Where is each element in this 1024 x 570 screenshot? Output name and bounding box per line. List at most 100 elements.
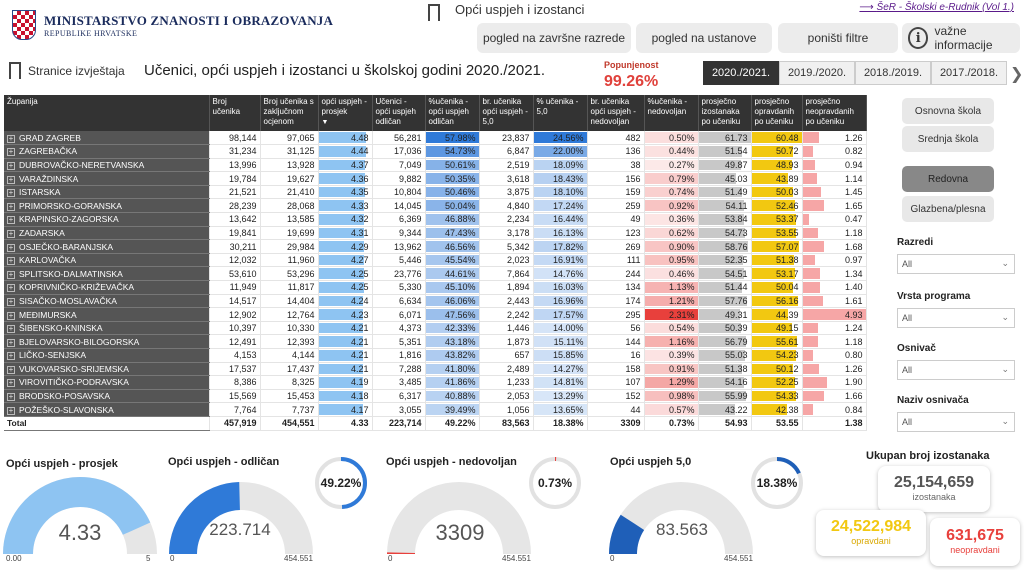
cell-value: 4.93 (844, 309, 863, 320)
cell-value: 15.11% (553, 336, 584, 347)
table-row[interactable]: + VIROVITIČKO-PODRAVSKA 8,386 8,325 4.19 3,48… (4, 375, 867, 390)
table-row[interactable]: + MEĐIMURSKA 12,902 12,764 4.23 6,071 47.56% 2,… (4, 307, 867, 322)
table-row[interactable]: + ŠIBENSKO-KNINSKA 10,397 10,330 4.21 4,373 42… (4, 321, 867, 336)
institutions-view-button[interactable]: pogled na ustanove (636, 23, 772, 53)
table-row[interactable]: + VARAŽDINSKA 19,784 19,627 4.36 9,882 50.35% 3… (4, 171, 867, 186)
cell-value: 4.17 (350, 404, 369, 415)
expand-row-icon[interactable]: + (7, 215, 15, 225)
table-row[interactable]: + BJELOVARSKO-BILOGORSKA 12,491 12,393 4.21 5… (4, 334, 867, 349)
col-insufficient-header[interactable]: br. učenika opći uspjeh - nedovoljan (587, 95, 645, 131)
year-tab-2017-2018[interactable]: 2017./2018. (931, 61, 1007, 85)
expand-row-icon[interactable]: + (7, 283, 15, 293)
important-info-label: važne informacije (934, 24, 993, 52)
chevron-right-icon[interactable]: ❯ (1010, 66, 1024, 83)
report-pages-icon[interactable] (9, 62, 21, 81)
expand-row-icon[interactable]: + (7, 337, 15, 347)
table-row[interactable]: + ZADARSKA 19,841 19,699 4.31 9,344 47.43% 3,17… (4, 226, 867, 241)
col-five-pct-cell: 15.85% (533, 348, 588, 363)
reset-filters-button[interactable]: poništi filtre (778, 23, 898, 53)
table-row[interactable]: + OSJEČKO-BARANJSKA 30,211 29,984 4.29 13,962… (4, 239, 867, 254)
col-five-header[interactable]: br. učenika opći uspjeh - 5,0 (479, 95, 534, 131)
data-bar (318, 254, 364, 266)
expand-row-icon[interactable]: + (7, 147, 15, 157)
data-bar (318, 214, 365, 225)
col-five-pct-header[interactable]: % učenika - 5,0 (533, 95, 588, 131)
expand-row-icon[interactable]: + (7, 133, 15, 143)
col-county-cell: + GRAD ZAGREB (4, 131, 210, 146)
report-pages-link[interactable]: Stranice izvještaja (28, 64, 125, 78)
col-graded-header[interactable]: Broj učenika s zaključnom ocjenom (260, 95, 319, 131)
col-insufficient-pct-cell: 0.74% (644, 185, 699, 200)
col-unexcused-header[interactable]: prosječno neopravdanih po učeniku (802, 95, 867, 131)
col-excellent-pct-header[interactable]: %učenika - opći uspjeh odličan (425, 95, 480, 131)
secondary-school-button[interactable]: Srednja škola (902, 126, 994, 152)
expand-row-icon[interactable]: + (7, 269, 15, 279)
program-type-filter-select[interactable]: All ⌄ (897, 308, 1015, 328)
expand-row-icon[interactable]: + (7, 228, 15, 238)
year-tab-2019-2020[interactable]: 2019./2020. (779, 61, 855, 85)
table-row[interactable]: + POŽEŠKO-SLAVONSKA 7,764 7,737 4.17 3,055 39.… (4, 402, 867, 417)
expand-row-icon[interactable]: + (7, 310, 15, 320)
expand-row-icon[interactable]: + (7, 378, 15, 388)
table-row[interactable]: + PRIMORSKO-GORANSKA 28,239 28,068 4.33 14,04… (4, 198, 867, 214)
cell-value: 54.73 (724, 227, 748, 238)
county-name: KARLOVAČKA (19, 255, 77, 266)
col-insufficient-cell: 156 (587, 171, 645, 186)
table-row[interactable]: + ZAGREBAČKA 31,234 31,125 4.44 17,036 54.73% 6… (4, 144, 867, 159)
expand-row-icon[interactable]: + (7, 405, 15, 415)
table-row[interactable]: + LIČKO-SENJSKA 4,153 4,144 4.21 1,816 43.82% 6… (4, 348, 867, 363)
final-grades-view-button[interactable]: pogled na završne razrede (477, 23, 631, 53)
expand-row-icon[interactable]: + (7, 174, 15, 184)
data-bar (318, 336, 364, 347)
regular-program-button[interactable]: Redovna (902, 166, 994, 192)
col-excused-cell: 50.04 (751, 280, 803, 295)
expand-row-icon[interactable]: + (7, 256, 15, 266)
table-row[interactable]: + BRODSKO-POSAVSKA 15,569 15,453 4.18 6,317 40… (4, 389, 867, 404)
col-students-cell: 457,919 (209, 415, 261, 431)
grades-filter-select[interactable]: All ⌄ (897, 254, 1015, 274)
expand-row-icon[interactable]: + (7, 160, 15, 170)
data-bar (802, 146, 813, 157)
expand-row-icon[interactable]: + (7, 296, 15, 306)
expand-row-icon[interactable]: + (7, 242, 15, 252)
col-five-cell: 2,489 (479, 362, 534, 377)
primary-school-button[interactable]: Osnovna škola (902, 98, 994, 124)
table-row[interactable]: + KOPRIVNIČKO-KRIŽEVAČKA 11,949 11,817 4.25 5… (4, 280, 867, 295)
ministry-name: MINISTARSTVO ZNANOSTI I OBRAZOVANJA (44, 12, 334, 28)
gauge-insufficient-track (387, 482, 531, 555)
table-row[interactable]: + GRAD ZAGREB 98,144 97,065 4.48 56,281 57.98%… (4, 131, 867, 146)
expand-row-icon[interactable]: + (7, 188, 15, 198)
table-row[interactable]: + VUKOVARSKO-SRIJEMSKA 17,537 17,437 4.21 7,2… (4, 362, 867, 377)
col-insufficient-pct-header[interactable]: %učenika - nedovoljan (644, 95, 699, 131)
external-link[interactable]: ⟶ ŠeR - Školski e-Rudnik (Vol 1.) (859, 2, 1014, 13)
col-students-cell: 15,569 (209, 389, 261, 404)
year-tab-2018-2019[interactable]: 2018./2019. (855, 61, 931, 85)
table-row[interactable]: + ISTARSKA 21,521 21,410 4.35 10,804 50.46% 3,8… (4, 185, 867, 200)
expand-row-icon[interactable]: + (7, 324, 15, 334)
founder-filter-select[interactable]: All ⌄ (897, 360, 1015, 380)
col-excused-header[interactable]: prosječno opravdanih po učeniku (751, 95, 803, 131)
important-info-button[interactable]: i važne informacije (902, 23, 1020, 53)
music-dance-program-button[interactable]: Glazbena/plesna (902, 196, 994, 222)
expand-row-icon[interactable]: + (7, 201, 15, 211)
col-average-header[interactable]: opći uspjeh - prosjek ▼ (318, 95, 373, 131)
col-students-header[interactable]: Broj učenika (209, 95, 261, 131)
expand-row-icon[interactable]: + (7, 392, 15, 402)
table-row[interactable]: + SISAČKO-MOSLAVAČKA 14,517 14,404 4.24 6,634… (4, 294, 867, 309)
col-county-header[interactable]: Županija (4, 95, 210, 131)
expand-row-icon[interactable]: + (7, 364, 15, 374)
table-row[interactable]: + SPLITSKO-DALMATINSKA 53,610 53,296 4.25 23,… (4, 266, 867, 282)
year-tab-2020-2021[interactable]: 2020./2021. (703, 61, 779, 85)
arrow-link-icon: ⟶ (859, 2, 877, 13)
founder-name-filter-select[interactable]: All ⌄ (897, 412, 1015, 432)
col-excused-cell: 60.48 (751, 131, 803, 146)
col-excellent-header[interactable]: Učenici - opći uspjeh odličan (372, 95, 426, 131)
table-row[interactable]: + DUBROVAČKO-NERETVANSKA 13,996 13,928 4.37 7… (4, 158, 867, 173)
col-absences-header[interactable]: prosječno izostanaka po učeniku (698, 95, 752, 131)
expand-row-icon[interactable]: + (7, 351, 15, 361)
table-row[interactable]: + KARLOVAČKA 12,032 11,960 4.27 5,446 45.54% 2,… (4, 253, 867, 268)
table-row[interactable]: + KRAPINSKO-ZAGORSKA 13,642 13,585 4.32 6,369… (4, 212, 867, 227)
data-bar (533, 146, 587, 157)
data-bar (751, 186, 793, 198)
col-five-pct-cell: 15.11% (533, 334, 588, 349)
